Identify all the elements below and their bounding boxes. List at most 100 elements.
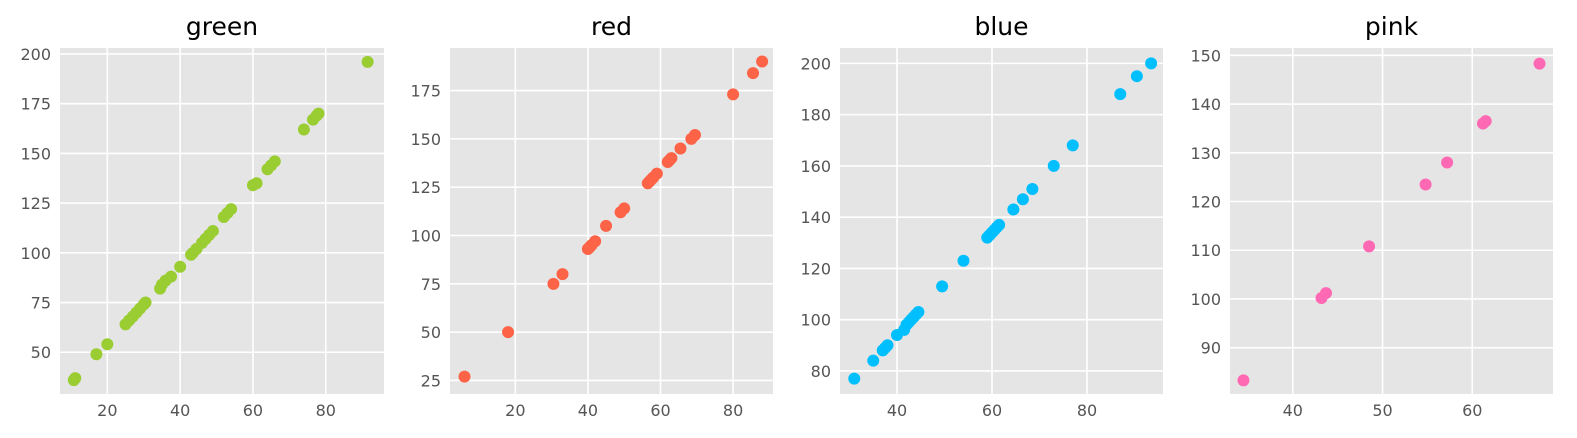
x-tick-label: 20 (97, 401, 117, 420)
data-point (250, 177, 263, 190)
data-point (993, 218, 1006, 231)
data-point (556, 268, 569, 281)
data-point (1237, 374, 1250, 387)
data-point (69, 372, 82, 385)
data-point (225, 203, 238, 216)
y-tick-label: 110 (1190, 241, 1221, 260)
panel-pink: 40 50 60 90 100 110 120 130 140 150 pink (1190, 12, 1553, 420)
y-tick-label: 175 (20, 95, 51, 114)
y-tick-label: 100 (20, 244, 51, 263)
data-point (589, 235, 602, 248)
data-point (458, 370, 471, 383)
x-tick-label: 20 (505, 401, 525, 420)
data-point (848, 372, 861, 385)
x-tick-label: 60 (243, 401, 263, 420)
y-tick-label: 50 (421, 323, 441, 342)
y-tick-label: 100 (410, 226, 441, 245)
data-point (312, 107, 325, 120)
x-tick-label: 40 (1283, 401, 1303, 420)
plot-area (1230, 48, 1553, 394)
data-point (101, 338, 114, 351)
panel-title: pink (1365, 12, 1419, 41)
y-tick-label: 140 (800, 208, 831, 227)
y-tick-label: 180 (800, 106, 831, 125)
y-tick-label: 175 (410, 82, 441, 101)
data-point (1047, 159, 1060, 172)
data-point (881, 339, 894, 352)
data-point (1016, 193, 1029, 206)
data-point (165, 270, 178, 283)
data-point (502, 326, 515, 339)
data-point (867, 354, 880, 367)
data-point (674, 142, 687, 155)
data-point (174, 260, 187, 273)
data-point (936, 280, 949, 293)
y-tick-label: 150 (20, 144, 51, 163)
y-tick-label: 160 (800, 157, 831, 176)
y-tick-label: 25 (421, 371, 441, 390)
y-tick-label: 125 (410, 178, 441, 197)
panel-title: red (591, 12, 632, 41)
y-tick-label: 150 (410, 130, 441, 149)
data-point (727, 88, 740, 101)
x-tick-label: 80 (723, 401, 743, 420)
y-tick-label: 80 (811, 362, 831, 381)
data-point (90, 348, 103, 361)
x-tick-label: 80 (316, 401, 336, 420)
data-point (665, 152, 678, 165)
data-point (547, 277, 560, 290)
y-tick-label: 120 (800, 259, 831, 278)
data-point (1145, 57, 1158, 70)
data-point (1066, 139, 1079, 152)
y-tick-label: 200 (20, 45, 51, 64)
data-point (1130, 70, 1143, 83)
data-point (600, 219, 613, 232)
y-tick-label: 200 (800, 54, 831, 73)
data-point (268, 155, 281, 168)
y-tick-label: 150 (1190, 46, 1221, 65)
data-point (688, 128, 701, 141)
y-tick-label: 100 (800, 311, 831, 330)
x-tick-label: 60 (1462, 401, 1482, 420)
data-point (618, 202, 631, 215)
data-point (1007, 203, 1020, 216)
data-point (361, 55, 374, 68)
data-point (139, 296, 152, 309)
data-point (957, 254, 970, 267)
x-tick-label: 60 (650, 401, 670, 420)
x-tick-label: 50 (1372, 401, 1392, 420)
panel-red: 20 40 60 80 25 50 75 100 125 150 175 red (410, 12, 773, 420)
data-point (1419, 178, 1432, 191)
data-point (1479, 115, 1492, 128)
y-tick-label: 100 (1190, 290, 1221, 309)
panel-title: blue (974, 12, 1028, 41)
y-tick-label: 50 (31, 343, 51, 362)
y-tick-label: 140 (1190, 95, 1221, 114)
data-point (756, 55, 769, 68)
data-point (1441, 156, 1454, 169)
x-tick-label: 40 (887, 401, 907, 420)
x-tick-label: 80 (1077, 401, 1097, 420)
panel-title: green (186, 12, 258, 41)
data-point (206, 224, 219, 237)
y-tick-label: 90 (1201, 339, 1221, 358)
y-tick-label: 125 (20, 194, 51, 213)
y-tick-label: 130 (1190, 144, 1221, 163)
x-tick-label: 40 (578, 401, 598, 420)
x-tick-label: 60 (982, 401, 1002, 420)
data-point (1533, 57, 1546, 70)
plot-area (450, 48, 773, 394)
data-point (297, 123, 310, 136)
data-point (1026, 182, 1039, 195)
x-tick-label: 40 (170, 401, 190, 420)
data-point (912, 305, 925, 318)
data-point (1114, 88, 1127, 101)
y-tick-label: 75 (421, 275, 441, 294)
data-point (1363, 240, 1376, 253)
panel-blue: 40 60 80 80 100 120 140 160 180 200 blue (800, 12, 1163, 420)
panel-green: 20 40 60 80 50 75 100 125 150 175 200 green (20, 12, 384, 420)
y-tick-label: 120 (1190, 193, 1221, 212)
data-point (650, 167, 663, 180)
data-point (1320, 287, 1333, 300)
